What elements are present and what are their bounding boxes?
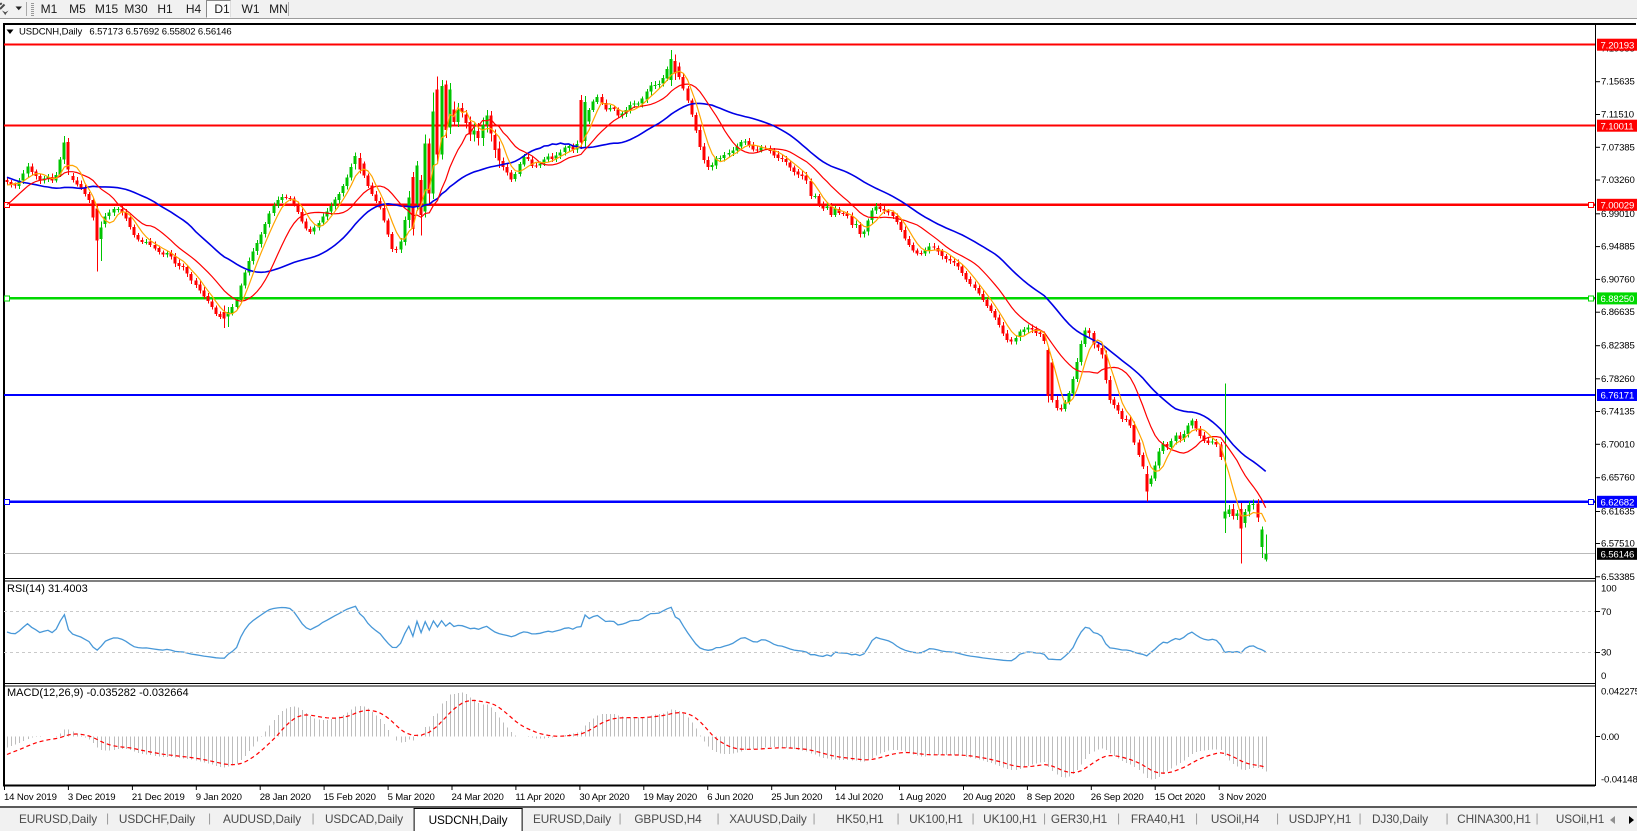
svg-text:6.90760: 6.90760 <box>1601 274 1635 285</box>
svg-text:21 Dec 2019: 21 Dec 2019 <box>132 792 185 803</box>
svg-text:7.07385: 7.07385 <box>1601 142 1635 153</box>
svg-text:15 Feb 2020: 15 Feb 2020 <box>324 792 376 803</box>
svg-text:6.78260: 6.78260 <box>1601 374 1635 385</box>
svg-text:0: 0 <box>1601 671 1606 682</box>
svg-text:RSI(14) 31.4003: RSI(14) 31.4003 <box>7 583 88 595</box>
svg-text:7.20193: 7.20193 <box>1601 40 1635 51</box>
svg-text:7.15635: 7.15635 <box>1601 77 1635 88</box>
svg-text:30 Apr 2020: 30 Apr 2020 <box>579 792 629 803</box>
svg-text:6.76171: 6.76171 <box>1601 391 1635 402</box>
svg-text:14 Nov 2019: 14 Nov 2019 <box>4 792 57 803</box>
svg-text:100: 100 <box>1601 584 1617 595</box>
svg-text:24 Mar 2020: 24 Mar 2020 <box>452 792 504 803</box>
svg-text:6.57510: 6.57510 <box>1601 539 1635 550</box>
svg-text:6.94885: 6.94885 <box>1601 242 1635 253</box>
svg-text:6.99010: 6.99010 <box>1601 209 1635 220</box>
svg-text:6.61635: 6.61635 <box>1601 507 1635 518</box>
svg-text:USDCNH,Daily 6.57173 6.57692: USDCNH,Daily 6.57173 6.57692 6.55802 6.5… <box>19 27 232 38</box>
svg-text:6.88250: 6.88250 <box>1601 294 1635 305</box>
svg-text:-0.04148: -0.04148 <box>1601 775 1637 786</box>
svg-text:19 May 2020: 19 May 2020 <box>643 792 697 803</box>
svg-text:11 Apr 2020: 11 Apr 2020 <box>515 792 564 803</box>
svg-text:MACD(12,26,9) -0.035282 -0.032: MACD(12,26,9) -0.035282 -0.032664 <box>7 687 189 699</box>
svg-text:20 Aug 2020: 20 Aug 2020 <box>963 792 1015 803</box>
svg-text:6.62682: 6.62682 <box>1601 498 1635 509</box>
svg-text:0.042275: 0.042275 <box>1601 687 1637 698</box>
svg-text:6.56146: 6.56146 <box>1601 550 1635 561</box>
svg-text:6.74135: 6.74135 <box>1601 407 1635 418</box>
svg-text:28 Jan 2020: 28 Jan 2020 <box>260 792 311 803</box>
svg-text:7.00029: 7.00029 <box>1601 201 1635 212</box>
svg-text:5 Mar 2020: 5 Mar 2020 <box>388 792 435 803</box>
svg-text:8 Sep 2020: 8 Sep 2020 <box>1027 792 1075 803</box>
svg-text:3 Dec 2019: 3 Dec 2019 <box>68 792 116 803</box>
svg-text:1 Aug 2020: 1 Aug 2020 <box>899 792 946 803</box>
svg-text:6.70010: 6.70010 <box>1601 439 1635 450</box>
svg-text:6.53385: 6.53385 <box>1601 572 1635 583</box>
svg-text:6 Jun 2020: 6 Jun 2020 <box>707 792 753 803</box>
svg-text:6.65760: 6.65760 <box>1601 473 1635 484</box>
svg-text:3 Nov 2020: 3 Nov 2020 <box>1219 792 1267 803</box>
svg-text:7.03260: 7.03260 <box>1601 175 1635 186</box>
svg-text:7.10011: 7.10011 <box>1601 121 1634 132</box>
svg-text:14 Jul 2020: 14 Jul 2020 <box>835 792 883 803</box>
svg-text:70: 70 <box>1601 607 1611 618</box>
svg-text:15 Oct 2020: 15 Oct 2020 <box>1155 792 1206 803</box>
svg-text:26 Sep 2020: 26 Sep 2020 <box>1091 792 1144 803</box>
svg-text:7.11510: 7.11510 <box>1601 110 1634 121</box>
svg-text:9 Jan 2020: 9 Jan 2020 <box>196 792 242 803</box>
svg-text:6.86635: 6.86635 <box>1601 307 1635 318</box>
svg-text:30: 30 <box>1601 648 1611 659</box>
svg-text:25 Jun 2020: 25 Jun 2020 <box>771 792 822 803</box>
svg-text:0.00: 0.00 <box>1601 732 1619 743</box>
svg-text:6.82385: 6.82385 <box>1601 341 1635 352</box>
